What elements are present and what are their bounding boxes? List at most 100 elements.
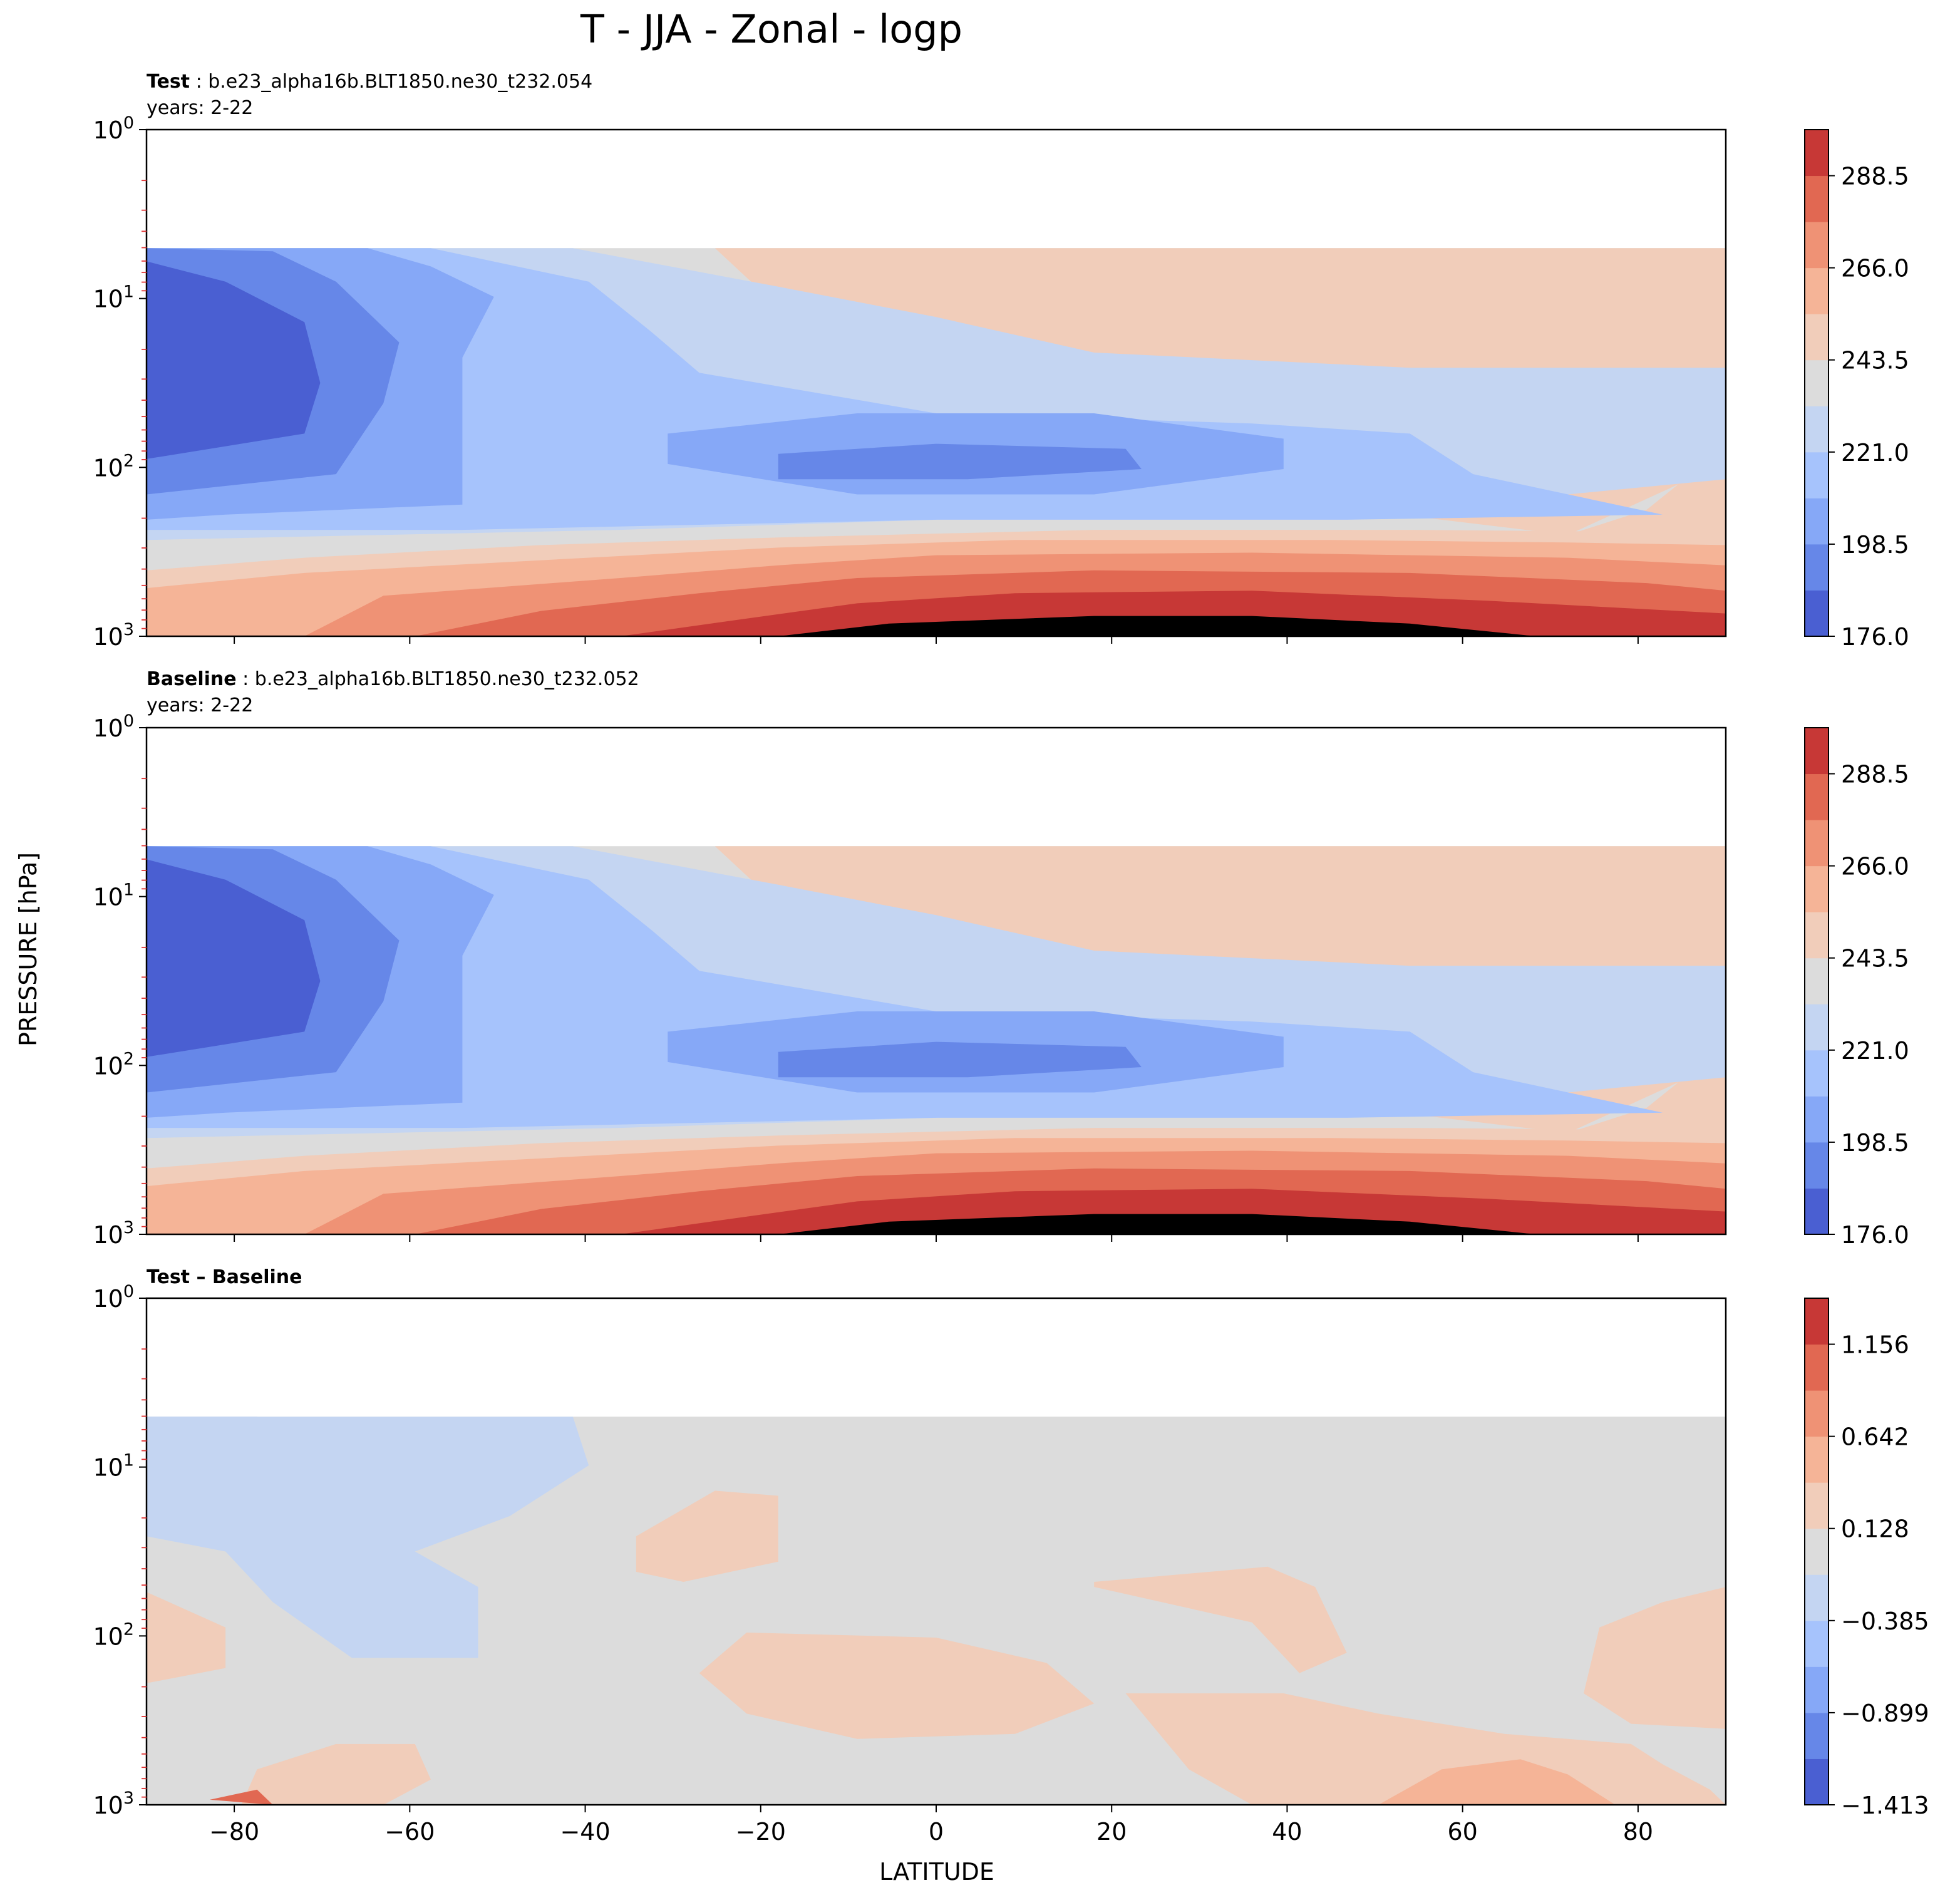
contour-band [1378, 1759, 1616, 1805]
colorbar-band [1805, 1436, 1828, 1483]
contour-band [1584, 1587, 1726, 1729]
contour-band [147, 1417, 589, 1658]
contour-band [778, 1214, 1537, 1234]
y-tick-exp: 0 [123, 1282, 134, 1301]
figure-title: T - JJA - Zonal - logp [580, 6, 962, 52]
contour-band [147, 248, 1663, 530]
y-tick-label: 103 [93, 1789, 134, 1819]
y-tick-exp: 3 [123, 1789, 134, 1808]
panel-title-case: : b.e23_alpha16b.BLT1850.ne30_t232.052 [237, 668, 639, 690]
colorbar-band [1805, 359, 1828, 406]
y-tick-base: 10 [93, 286, 123, 313]
colorbar-band [1805, 130, 1828, 177]
contour-band [778, 443, 1142, 480]
panel-title: Test – Baseline [147, 1266, 302, 1288]
y-tick-label: 101 [93, 1451, 134, 1482]
contour-plot [147, 846, 1726, 1234]
colorbar-band [1805, 406, 1828, 453]
colorbar-band [1805, 267, 1828, 314]
y-tick-exp: 1 [123, 1451, 134, 1470]
x-axis-label: LATITUDE [879, 1858, 994, 1886]
colorbar-band [1805, 1096, 1828, 1143]
y-tick-base: 10 [93, 1052, 123, 1080]
colorbar-band [1805, 544, 1828, 591]
colorbar-tick-label: 0.642 [1841, 1423, 1909, 1451]
colorbar-band [1805, 498, 1828, 545]
y-tick-label: 102 [93, 451, 134, 482]
contour-band [147, 846, 1663, 1128]
contour-band [699, 1632, 1095, 1739]
panel-1: Test : b.e23_alpha16b.BLT1850.ne30_t232.… [93, 71, 1909, 651]
colorbar-tick-label: −0.385 [1841, 1608, 1929, 1635]
y-tick-exp: 3 [123, 620, 134, 639]
colorbar-band [1805, 1050, 1828, 1097]
y-tick-label: 103 [93, 1218, 134, 1249]
y-tick-label: 100 [93, 1282, 134, 1313]
y-tick-base: 10 [93, 1792, 123, 1819]
y-tick-label: 100 [93, 113, 134, 144]
contour-band [209, 1789, 273, 1805]
contour-band [778, 616, 1537, 636]
colorbar-band [1805, 1390, 1828, 1437]
panel-title-label: Baseline [147, 668, 237, 690]
contour-band [636, 1490, 778, 1582]
colorbar-band [1805, 222, 1828, 269]
colorbar-tick-label: 198.5 [1841, 531, 1909, 559]
y-tick-base: 10 [93, 715, 123, 742]
colorbar-frame [1804, 1298, 1829, 1805]
y-tick-base: 10 [93, 1623, 123, 1650]
colorbar-band [1805, 912, 1828, 959]
contour-band [147, 261, 321, 459]
colorbar-band [1805, 1142, 1828, 1189]
x-tick-label: −60 [384, 1818, 435, 1846]
y-tick-base: 10 [93, 1221, 123, 1249]
panel-title-case: : b.e23_alpha16b.BLT1850.ne30_t232.054 [190, 71, 592, 93]
y-tick-label: 100 [93, 711, 134, 742]
y-tick-exp: 0 [123, 711, 134, 731]
colorbar-tick-label: 243.5 [1841, 347, 1909, 374]
colorbar-tick-label: 266.0 [1841, 255, 1909, 282]
colorbar-tick-label: −1.413 [1841, 1792, 1929, 1819]
colorbar-tick-label: 176.0 [1841, 1221, 1909, 1249]
x-tick-label: 0 [929, 1818, 944, 1846]
colorbar-band [1805, 1620, 1828, 1667]
colorbar-tick-label: 1.156 [1841, 1331, 1909, 1359]
panel-title: Test : b.e23_alpha16b.BLT1850.ne30_t232.… [147, 71, 592, 93]
colorbar-band [1805, 958, 1828, 1004]
y-tick-label: 101 [93, 880, 134, 911]
x-tick-label: −20 [736, 1818, 786, 1846]
panel-years: years: 2-22 [147, 694, 253, 716]
y-tick-base: 10 [93, 116, 123, 144]
y-tick-label: 103 [93, 620, 134, 651]
x-tick-label: 80 [1623, 1818, 1653, 1846]
colorbar-tick-label: 288.5 [1841, 761, 1909, 788]
colorbar-tick-label: 243.5 [1841, 945, 1909, 973]
colorbar-band [1805, 1574, 1828, 1621]
panel-title: Baseline : b.e23_alpha16b.BLT1850.ne30_t… [147, 668, 639, 690]
colorbar-band [1805, 728, 1828, 775]
colorbar-tick-label: 288.5 [1841, 163, 1909, 190]
colorbar-tick-label: 0.128 [1841, 1515, 1909, 1543]
y-tick-exp: 2 [123, 451, 134, 470]
colorbar-band [1805, 1712, 1828, 1759]
colorbar-band [1805, 452, 1828, 498]
panel-years: years: 2-22 [147, 97, 253, 119]
panel-title-label: Test [147, 1266, 190, 1288]
y-axis-label: PRESSURE [hPa] [14, 852, 42, 1046]
colorbar-frame [1804, 727, 1829, 1235]
colorbar-band [1805, 314, 1828, 361]
panel-title-sep: – [190, 1266, 212, 1288]
colorbar-band [1805, 820, 1828, 867]
y-tick-label: 101 [93, 282, 134, 313]
x-tick-label: 20 [1096, 1818, 1127, 1846]
contour-band [241, 1743, 431, 1805]
colorbar-tick-label: 176.0 [1841, 623, 1909, 651]
colorbar-band [1805, 773, 1828, 820]
colorbar-band [1805, 1666, 1828, 1713]
colorbar-band [1805, 865, 1828, 912]
colorbar-band [1805, 1188, 1828, 1235]
y-tick-exp: 1 [123, 282, 134, 302]
colorbar-band [1805, 175, 1828, 222]
y-tick-exp: 3 [123, 1218, 134, 1237]
colorbar-tick-label: 221.0 [1841, 439, 1909, 467]
